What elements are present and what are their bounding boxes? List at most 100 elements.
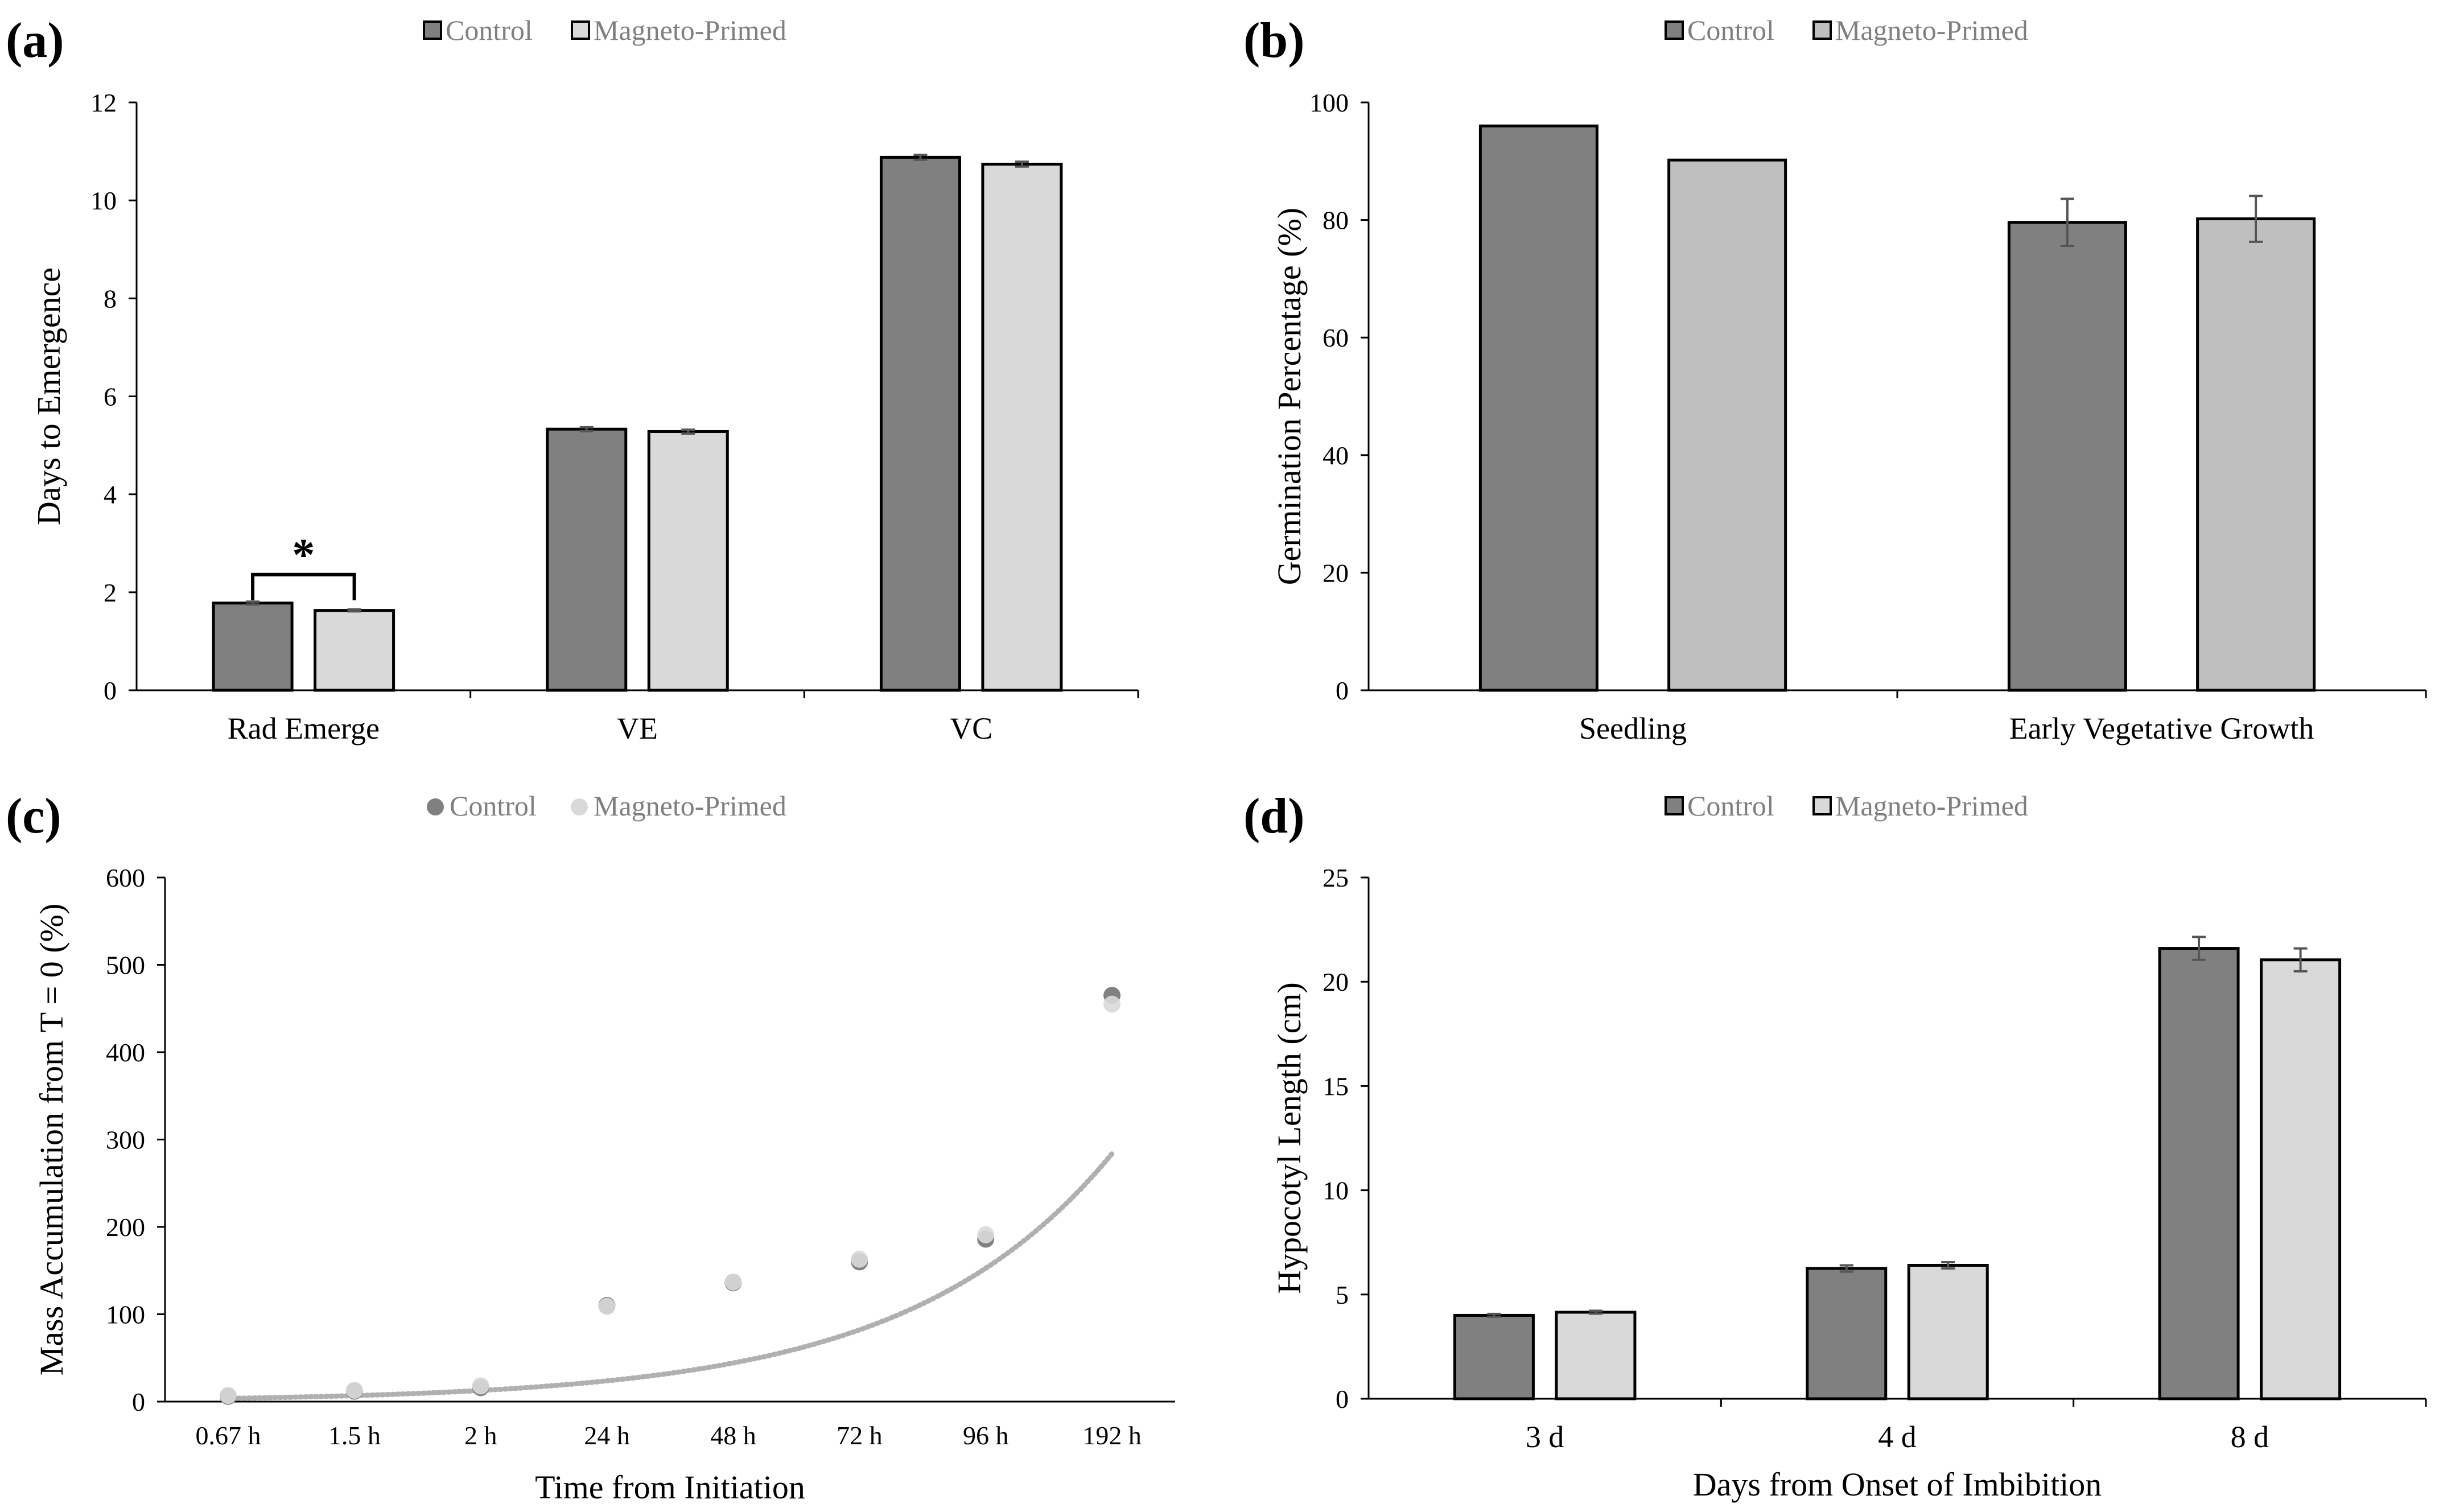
error-bar-control — [579, 426, 594, 432]
x-tick-label: 2 h — [464, 1421, 497, 1450]
legend-label-magneto-primed: Magneto-Primed — [594, 790, 786, 822]
legend-swatch-magneto-primed — [571, 798, 588, 815]
y-tick-label: 15 — [1323, 1072, 1349, 1101]
point-magneto-primed[interactable] — [977, 1226, 995, 1243]
legend-swatch-control — [427, 798, 444, 815]
y-axis-title: Days to Emergence — [30, 267, 67, 525]
x-axis-title: Days from Onset of Imbibition — [1693, 1466, 2102, 1503]
bar-magneto-primed[interactable] — [1667, 158, 1787, 692]
legend: Control Magneto-Primed — [427, 790, 786, 822]
y-tick-label: 60 — [1323, 323, 1349, 352]
y-tick-label: 25 — [1323, 863, 1349, 892]
point-magneto-primed[interactable] — [724, 1273, 742, 1291]
legend-label-control: Control — [450, 790, 537, 822]
bar-control[interactable] — [2158, 947, 2240, 1400]
bar-control[interactable] — [1453, 1313, 1535, 1400]
legend-swatch-control — [423, 20, 442, 40]
y-tick-label: 100 — [1309, 88, 1349, 117]
bar-magneto-primed[interactable] — [2260, 958, 2342, 1400]
panel-label: (c) — [6, 789, 61, 844]
legend-swatch-magneto-primed — [1812, 796, 1832, 815]
x-tick-label: VE — [617, 711, 658, 745]
y-tick-label: 600 — [106, 863, 145, 892]
y-tick-label: 80 — [1323, 206, 1349, 235]
point-magneto-primed[interactable] — [851, 1250, 868, 1268]
legend-label-control: Control — [1687, 14, 1774, 46]
legend-swatch-magneto-primed — [571, 20, 590, 40]
panel-label: (b) — [1243, 13, 1305, 68]
point-magneto-primed[interactable] — [472, 1377, 489, 1395]
legend-label-magneto-primed: Magneto-Primed — [594, 14, 786, 46]
legend-swatch-magneto-primed — [1812, 20, 1832, 40]
legend-label-control: Control — [1687, 790, 1774, 822]
legend-label-magneto-primed: Magneto-Primed — [1835, 14, 2028, 46]
x-tick-label: Early Vegetative Growth — [2009, 711, 2314, 745]
legend: Control Magneto-Primed — [1665, 14, 2028, 46]
bar-magneto-primed[interactable] — [981, 162, 1063, 692]
error-bar-magneto-primed — [2293, 947, 2308, 973]
bar-control[interactable] — [212, 601, 294, 692]
panel-a: (a) Control Magneto-Primed 0 2 4 6 8 10 12 Rad Eme… — [6, 13, 1139, 745]
x-tick-label: VC — [950, 711, 992, 745]
y-tick-label: 4 — [104, 480, 117, 509]
y-tick-label: 0 — [1336, 1385, 1349, 1414]
bar-magneto-primed[interactable] — [2196, 217, 2316, 692]
y-tick-label: 5 — [1336, 1280, 1349, 1309]
bar-control[interactable] — [546, 427, 628, 692]
y-tick-label: 400 — [106, 1038, 145, 1067]
y-tick-label: 0 — [1336, 676, 1349, 705]
legend: Control Magneto-Primed — [423, 14, 786, 46]
x-axis-title: Time from Initiation — [535, 1469, 805, 1506]
x-tick-label: 1.5 h — [328, 1421, 381, 1450]
x-tick-label: 48 h — [710, 1421, 756, 1450]
significance-asterisk: * — [292, 530, 315, 580]
y-tick-label: 6 — [104, 382, 117, 411]
significance-bracket — [251, 572, 356, 600]
y-axis-title: Germination Percentage (%) — [1271, 208, 1308, 586]
point-magneto-primed[interactable] — [219, 1387, 237, 1404]
point-magneto-primed[interactable] — [345, 1382, 363, 1399]
panel-d: (d) Control Magneto-Primed 0 5 10 15 20 25 3 d 4 d… — [1243, 789, 2427, 1503]
y-tick-label: 0 — [132, 1387, 145, 1416]
y-tick-label: 10 — [90, 186, 117, 215]
y-tick-label: 12 — [90, 88, 117, 117]
error-bar-magneto-primed — [347, 608, 361, 613]
y-tick-label: 2 — [104, 578, 117, 607]
legend-swatch-control — [1665, 20, 1684, 40]
error-bar-control — [2192, 936, 2206, 961]
x-tick-label: 3 d — [1526, 1420, 1564, 1454]
error-bar-magneto-primed — [1588, 1309, 1602, 1315]
error-bar-magneto-primed — [1941, 1261, 1955, 1270]
y-tick-label: 40 — [1323, 441, 1349, 470]
x-tick-label: 96 h — [963, 1421, 1009, 1450]
bar-control[interactable] — [1478, 124, 1599, 692]
bar-control[interactable] — [2007, 221, 2127, 692]
bar-magneto-primed[interactable] — [314, 609, 396, 692]
x-tick-label: 8 d — [2231, 1420, 2269, 1454]
error-bar-magneto-primed — [2249, 195, 2263, 243]
bar-control[interactable] — [1806, 1267, 1888, 1400]
y-axis-title: Hypocotyl Length (cm) — [1271, 982, 1308, 1294]
x-tick-label: 24 h — [584, 1421, 630, 1450]
error-bar-control — [913, 154, 928, 161]
x-tick-label: 0.67 h — [195, 1421, 261, 1450]
error-bar-magneto-primed — [681, 429, 695, 435]
legend-swatch-control — [1665, 796, 1684, 815]
legend-label-control: Control — [446, 14, 533, 46]
point-magneto-primed[interactable] — [1103, 995, 1121, 1013]
error-bar-magneto-primed — [1015, 160, 1029, 168]
y-tick-label: 0 — [104, 676, 117, 705]
legend: Control Magneto-Primed — [1665, 790, 2028, 822]
y-tick-label: 100 — [106, 1300, 145, 1329]
bar-magneto-primed[interactable] — [1907, 1264, 1989, 1400]
x-tick-label: Seedling — [1579, 711, 1687, 745]
y-tick-label: 20 — [1323, 558, 1349, 587]
bar-magneto-primed[interactable] — [1555, 1311, 1637, 1400]
legend-label-magneto-primed: Magneto-Primed — [1835, 790, 2028, 822]
y-tick-label: 500 — [106, 951, 145, 980]
bar-control[interactable] — [879, 155, 961, 692]
bar-magneto-primed[interactable] — [647, 430, 729, 692]
point-magneto-primed[interactable] — [598, 1297, 616, 1315]
x-tick-label: 192 h — [1082, 1421, 1142, 1450]
